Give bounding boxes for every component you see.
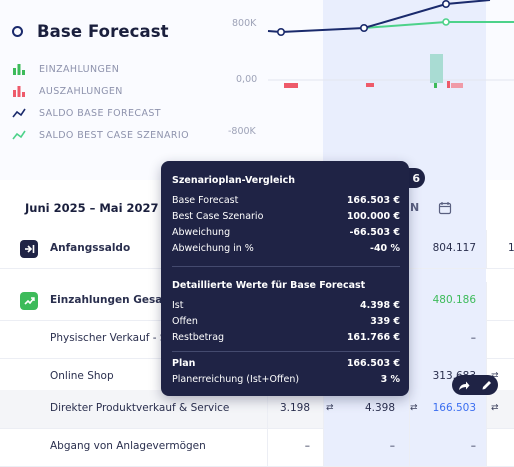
tooltip-value: 166.503 €: [346, 195, 400, 206]
scenario-comparison-tooltip: Szenarioplan-Vergleich Base Forecast 166…: [161, 161, 409, 396]
tooltip-value: 166.503 €: [346, 358, 400, 369]
tooltip-details-title: Detaillierte Werte für Base Forecast: [172, 280, 366, 291]
y-axis-label-bottom: -800K: [228, 126, 256, 137]
forecast-chart: [267, 0, 514, 88]
tooltip-value: 100.000 €: [346, 211, 400, 222]
expand-arrows-icon[interactable]: ⇄: [410, 403, 418, 413]
tooltip-divider: [172, 266, 400, 267]
tooltip-value: 3 %: [380, 374, 400, 385]
cell-value: –: [470, 440, 476, 452]
table-row[interactable]: Abgang von Anlagevermögen – – –: [0, 428, 514, 467]
tooltip-value: -40 %: [370, 243, 400, 254]
legend-label: AUSZAHLUNGEN: [39, 85, 123, 97]
date-range[interactable]: Juni 2025 – Mai 2027: [25, 201, 159, 215]
tooltip-label: Planerreichung (Ist+Offen): [172, 374, 300, 385]
expand-arrows-icon[interactable]: ⇄: [491, 403, 499, 413]
row-label: Anfangssaldo: [50, 242, 131, 254]
trend-up-icon: [20, 292, 38, 310]
tooltip-value: 339 €: [370, 316, 400, 327]
tooltip-label: Restbetrag: [172, 332, 225, 343]
row-label: Abgang von Anlagevermögen: [50, 440, 206, 452]
tooltip-label: Base Forecast: [172, 195, 239, 206]
table-row[interactable]: Direkter Produktverkauf & Service 3.198 …: [0, 390, 514, 429]
auszahlungen-bar: [366, 83, 374, 87]
forecast-header: Base Forecast: [12, 22, 169, 41]
bar-chart-icon: [11, 85, 27, 97]
row-label: Einzahlungen Gesam: [50, 294, 174, 306]
tooltip-row: Best Case Szenario 100.000 €: [172, 211, 400, 222]
tooltip-label: Abweichung in %: [172, 243, 254, 254]
tooltip-row: Offen 339 €: [172, 316, 400, 327]
legend-item-einzahlungen[interactable]: EINZAHLUNGEN: [11, 58, 189, 80]
legend-item-saldo-base[interactable]: SALDO BASE FORECAST: [11, 102, 189, 124]
cell-value: –: [470, 332, 476, 344]
cell-value: 1: [508, 242, 514, 254]
tooltip-label: Plan: [172, 358, 196, 369]
share-icon[interactable]: [458, 376, 470, 395]
cell-value: 480.186: [432, 294, 476, 306]
tooltip-label: Offen: [172, 316, 198, 327]
tooltip-label: Abweichung: [172, 227, 231, 238]
auszahlungen-bar: [447, 81, 450, 88]
cell-value: –: [304, 440, 310, 452]
expand-arrows-icon[interactable]: ⇄: [491, 371, 499, 381]
legend-label: SALDO BASE FORECAST: [39, 107, 161, 119]
saldo-best-case-line: [363, 21, 514, 29]
tooltip-value: 4.398 €: [360, 300, 400, 311]
cell-value[interactable]: 4.398: [364, 402, 395, 414]
cell-value[interactable]: 3.198: [279, 402, 310, 414]
legend-label: EINZAHLUNGEN: [39, 63, 120, 75]
row-label: Direkter Produktverkauf & Service: [50, 402, 230, 414]
tooltip-row: Planerreichung (Ist+Offen) 3 %: [172, 374, 400, 385]
tooltip-plan-row: Plan 166.503 €: [172, 358, 400, 369]
cell-value-selected[interactable]: 166.503: [432, 402, 476, 414]
tooltip-row: Abweichung in % -40 %: [172, 243, 400, 254]
legend-label: SALDO BEST CASE SZENARIO: [39, 129, 189, 141]
column-header: N: [410, 201, 420, 214]
tooltip-title: Szenarioplan-Vergleich: [172, 175, 296, 186]
tooltip-row: Restbetrag 161.766 €: [172, 332, 400, 343]
edit-icon[interactable]: [481, 376, 492, 395]
calendar-icon[interactable]: [438, 200, 452, 219]
y-axis-label-top: 800K: [232, 18, 257, 29]
tooltip-row: Ist 4.398 €: [172, 300, 400, 311]
ring-icon: [12, 26, 23, 37]
einzahlungen-bar: [430, 54, 443, 83]
page-title: Base Forecast: [37, 22, 169, 41]
arrow-into-bar-icon: [20, 240, 38, 258]
tooltip-row: Base Forecast 166.503 €: [172, 195, 400, 206]
row-label: Online Shop: [50, 370, 114, 382]
tooltip-divider: [172, 351, 400, 352]
tooltip-label: Best Case Szenario: [172, 211, 264, 222]
einzahlungen-bar: [434, 83, 437, 88]
tooltip-value: -66.503 €: [349, 227, 400, 238]
cell-value: –: [389, 440, 395, 452]
auszahlungen-bar: [451, 83, 463, 88]
cell-action-pill: [452, 375, 498, 395]
tooltip-row: Abweichung -66.503 €: [172, 227, 400, 238]
row-label: Physischer Verkauf - S: [50, 332, 167, 344]
tooltip-value: 161.766 €: [346, 332, 400, 343]
y-axis-label-zero: 0,00: [236, 74, 258, 85]
bar-chart-icon: [11, 63, 27, 75]
trend-line-icon: [11, 129, 27, 141]
expand-arrows-icon[interactable]: ⇄: [326, 403, 334, 413]
legend-item-saldo-best-case[interactable]: SALDO BEST CASE SZENARIO: [11, 124, 189, 146]
legend-item-auszahlungen[interactable]: AUSZAHLUNGEN: [11, 80, 189, 102]
trend-line-icon: [11, 107, 27, 119]
cell-value: 804.117: [432, 242, 476, 254]
chart-legend: EINZAHLUNGEN AUSZAHLUNGEN SALDO BASE FOR…: [11, 58, 189, 146]
tooltip-label: Ist: [172, 300, 184, 311]
auszahlungen-bar: [284, 83, 298, 88]
